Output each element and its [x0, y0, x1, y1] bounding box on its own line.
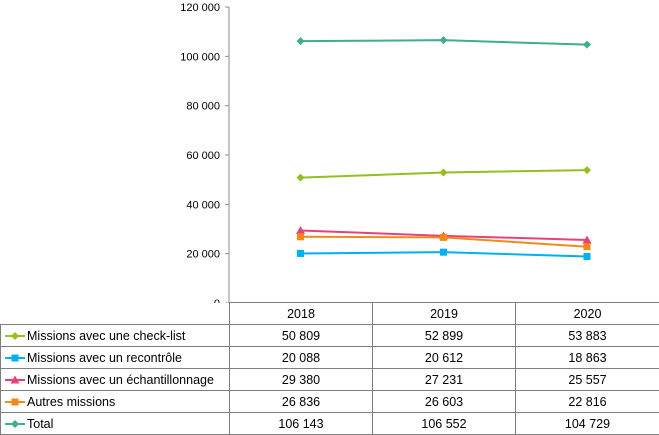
- y-tick-label: 80 000: [186, 101, 220, 113]
- legend-key: [5, 398, 25, 406]
- table-row: Missions avec une check-list 50 809 52 899…: [0, 324, 659, 347]
- legend-entry: Missions avec un recontrôle: [0, 346, 230, 369]
- data-point: [583, 40, 591, 49]
- legend-entry: Total: [0, 412, 230, 435]
- data-point: [296, 226, 305, 235]
- series-name: Autres missions: [27, 394, 116, 409]
- x-category-label: 2020: [515, 302, 659, 325]
- series-0: [296, 166, 591, 182]
- series-name: Missions avec un recontrôle: [27, 350, 182, 365]
- table-row: Missions avec un échantillonnage 29 380 27…: [0, 368, 659, 391]
- y-tick-label: 120 000: [180, 2, 220, 14]
- data-point: [297, 233, 304, 241]
- table-row: Autres missions 26 836 26 603 22 816: [0, 390, 659, 413]
- legend-key: [5, 332, 25, 341]
- x-category-label: 2019: [372, 302, 516, 325]
- legend-key-marker: [10, 375, 20, 384]
- series-4: [296, 36, 591, 49]
- legend-key: [5, 375, 25, 384]
- data-table: 2018 2019 2020 Missions avec une check-list…: [0, 302, 659, 435]
- data-label: 104 729: [515, 412, 659, 435]
- legend-key: [5, 420, 25, 429]
- data-point: [583, 166, 591, 175]
- x-category-label: 2018: [229, 302, 373, 325]
- y-axis: 0 20 000 40 000 60 000 80 000 100 000 120 000: [180, 2, 230, 303]
- data-point: [583, 243, 591, 251]
- table-row: Total 106 143 106 552 104 729: [0, 412, 659, 435]
- plot-area: [296, 36, 592, 260]
- data-label: 52 899: [372, 324, 516, 347]
- series-1: [297, 248, 591, 260]
- data-point: [583, 252, 591, 260]
- data-label: 20 088: [229, 346, 373, 369]
- data-label: 20 612: [372, 346, 516, 369]
- data-label: 53 883: [515, 324, 659, 347]
- legend-key-marker: [11, 420, 19, 429]
- y-tick-label: 100 000: [180, 51, 220, 63]
- data-label: 106 143: [229, 412, 373, 435]
- legend-key-marker: [11, 398, 19, 406]
- series-name: Missions avec un échantillonnage: [27, 372, 214, 387]
- data-label: 27 231: [372, 368, 516, 391]
- data-label: 29 380: [229, 368, 373, 391]
- table-header-row: 2018 2019 2020: [0, 302, 659, 325]
- data-label: 25 557: [515, 368, 659, 391]
- data-point: [582, 235, 592, 244]
- table-corner: [0, 302, 230, 325]
- line-chart: 0 20 000 40 000 60 000 80 000 100 000 120 000: [180, 2, 592, 303]
- data-label: 50 809: [229, 324, 373, 347]
- data-point: [297, 249, 304, 257]
- y-tick-label: 40 000: [186, 199, 220, 211]
- data-point: [440, 248, 447, 256]
- legend-entry: Missions avec une check-list: [0, 324, 230, 347]
- data-point: [439, 168, 448, 177]
- y-tick-label: 20 000: [186, 249, 220, 261]
- y-tick-label: 0: [214, 298, 220, 303]
- series-name: Total: [27, 416, 54, 431]
- legend-entry: Autres missions: [0, 390, 230, 413]
- series-3: [297, 233, 591, 251]
- data-label: 18 863: [515, 346, 659, 369]
- y-tick-label: 60 000: [186, 150, 220, 162]
- legend-key-marker: [11, 332, 19, 341]
- data-point: [296, 173, 305, 182]
- legend-key-marker: [11, 354, 19, 362]
- data-point: [439, 36, 448, 45]
- data-label: 26 603: [372, 390, 516, 413]
- series-name: Missions avec une check-list: [27, 328, 186, 343]
- data-label: 22 816: [515, 390, 659, 413]
- legend-entry: Missions avec un échantillonnage: [0, 368, 230, 391]
- legend-key: [5, 354, 25, 362]
- table-row: Missions avec un recontrôle 20 088 20 612 1…: [0, 346, 659, 369]
- data-label: 26 836: [229, 390, 373, 413]
- data-point: [296, 37, 305, 46]
- data-point: [440, 233, 447, 241]
- data-label: 106 552: [372, 412, 516, 435]
